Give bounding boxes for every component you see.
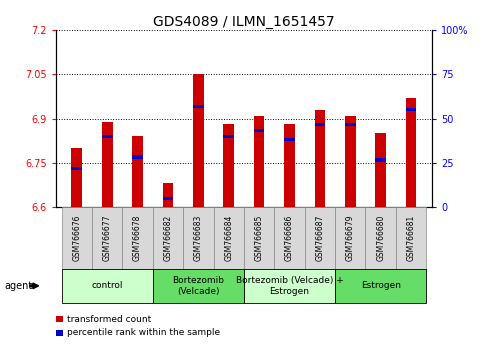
Bar <box>92 207 122 269</box>
Text: GSM766678: GSM766678 <box>133 215 142 261</box>
Text: GSM766687: GSM766687 <box>315 215 325 261</box>
Text: Estrogen: Estrogen <box>361 281 400 290</box>
Bar <box>244 269 335 303</box>
Bar <box>62 207 92 269</box>
Text: GSM766679: GSM766679 <box>346 215 355 261</box>
Bar <box>132 155 143 159</box>
FancyArrow shape <box>30 283 39 289</box>
Text: transformed count: transformed count <box>67 315 151 324</box>
Bar <box>345 116 355 207</box>
Bar <box>62 269 153 303</box>
Bar <box>193 74 204 207</box>
Bar <box>153 207 183 269</box>
Bar <box>153 269 244 303</box>
Text: Bortezomib (Velcade) +
Estrogen: Bortezomib (Velcade) + Estrogen <box>236 276 343 296</box>
Text: agent: agent <box>5 281 33 291</box>
Text: GSM766685: GSM766685 <box>255 215 264 261</box>
Bar <box>56 330 63 336</box>
Bar <box>396 207 426 269</box>
Bar <box>406 108 416 112</box>
Bar <box>183 207 213 269</box>
Bar <box>132 136 143 207</box>
Bar <box>244 207 274 269</box>
Bar <box>71 167 82 170</box>
Bar <box>305 207 335 269</box>
Text: GSM766683: GSM766683 <box>194 215 203 261</box>
Bar <box>284 138 295 141</box>
Text: GSM766680: GSM766680 <box>376 215 385 261</box>
Text: GSM766682: GSM766682 <box>163 215 172 261</box>
Text: GSM766686: GSM766686 <box>285 215 294 261</box>
Text: Bortezomib
(Velcade): Bortezomib (Velcade) <box>172 276 224 296</box>
Text: GSM766684: GSM766684 <box>224 215 233 261</box>
Bar <box>163 196 173 200</box>
Bar <box>314 110 325 207</box>
Bar <box>193 105 204 108</box>
Text: GSM766677: GSM766677 <box>103 215 112 261</box>
Title: GDS4089 / ILMN_1651457: GDS4089 / ILMN_1651457 <box>153 15 335 29</box>
Bar <box>122 207 153 269</box>
Bar <box>314 123 325 126</box>
Text: GSM766676: GSM766676 <box>72 215 81 261</box>
Bar <box>274 207 305 269</box>
Bar <box>335 207 366 269</box>
Bar <box>284 125 295 207</box>
Text: GSM766681: GSM766681 <box>407 215 415 261</box>
Bar <box>102 135 113 138</box>
Bar <box>375 158 386 161</box>
Bar <box>224 135 234 138</box>
Text: percentile rank within the sample: percentile rank within the sample <box>67 328 220 337</box>
Bar <box>254 116 264 207</box>
Bar <box>224 125 234 207</box>
Bar <box>375 133 386 207</box>
Text: control: control <box>91 281 123 290</box>
Bar <box>345 123 355 126</box>
Bar <box>102 121 113 207</box>
Bar <box>406 98 416 207</box>
Bar <box>335 269 426 303</box>
Bar <box>366 207 396 269</box>
Bar <box>163 183 173 207</box>
Bar <box>213 207 244 269</box>
Bar <box>254 129 264 132</box>
Bar <box>56 316 63 322</box>
Bar <box>71 148 82 207</box>
